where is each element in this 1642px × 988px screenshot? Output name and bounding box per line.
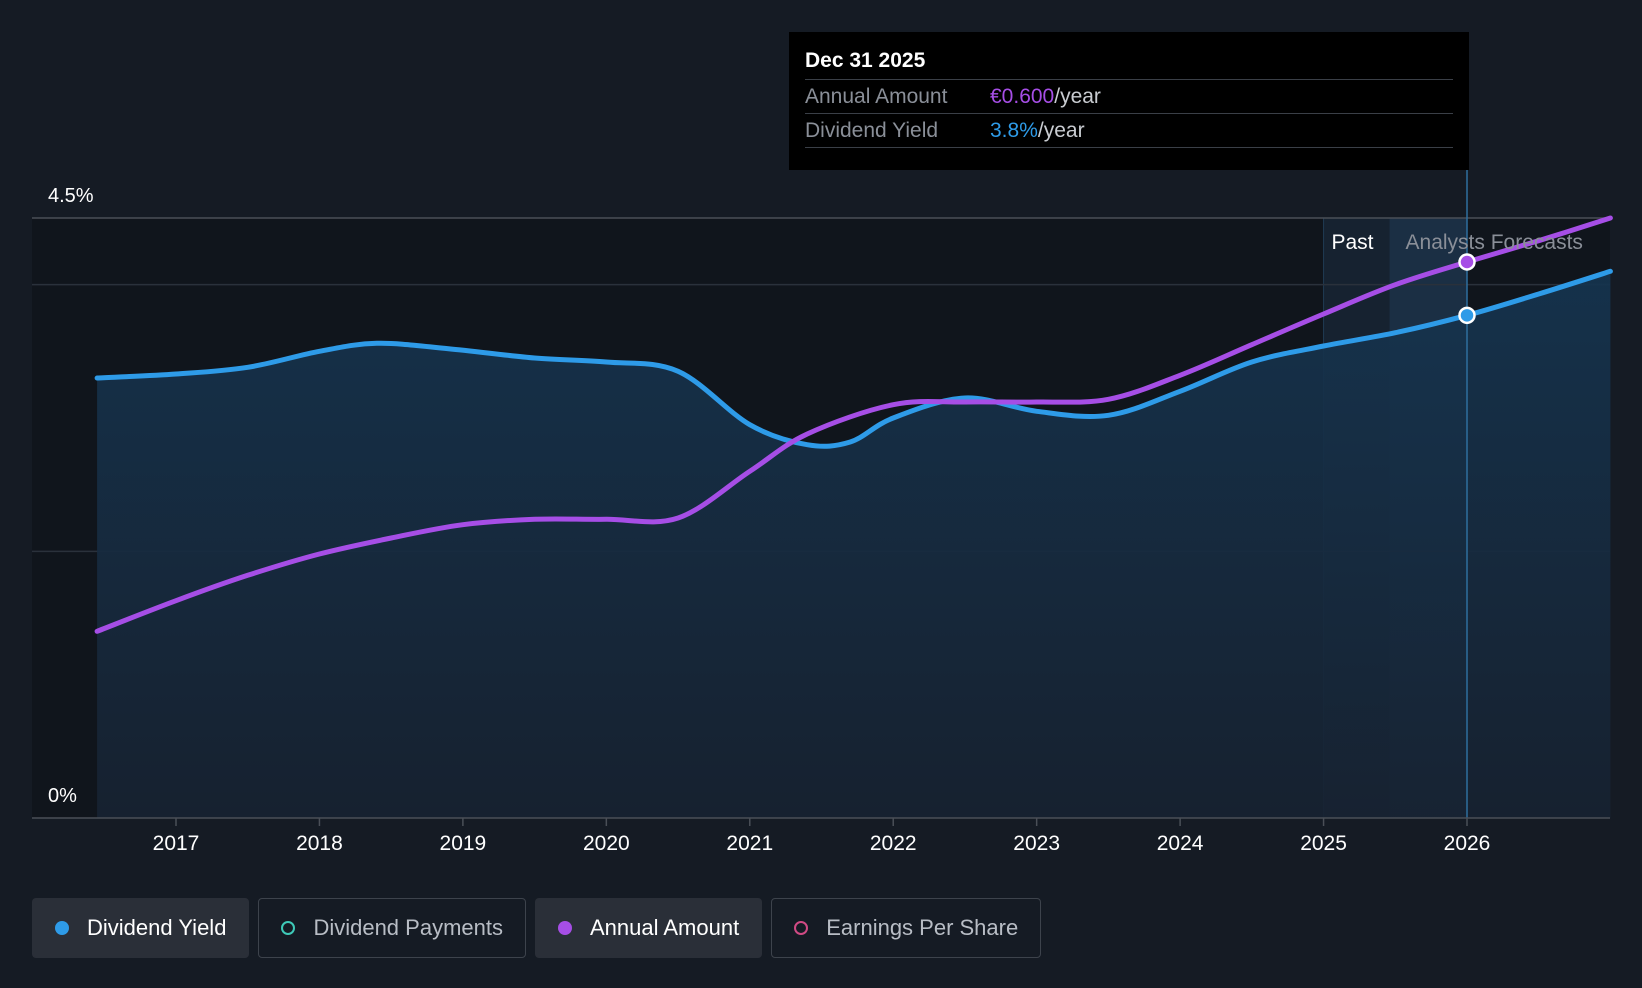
- x-tick-label: 2021: [726, 832, 773, 855]
- legend-label: Earnings Per Share: [826, 915, 1019, 940]
- ring-icon: [794, 921, 809, 935]
- legend-item-dividend-payments[interactable]: Dividend Payments: [258, 898, 526, 958]
- dot-icon: [557, 921, 572, 935]
- x-tick-label: 2024: [1157, 832, 1204, 855]
- past-label: Past: [1332, 231, 1374, 254]
- tooltip-label: Annual Amount: [805, 85, 948, 108]
- tooltip-date: Dec 31 2025: [805, 46, 1453, 80]
- x-tick-label: 2022: [870, 832, 917, 855]
- tooltip-row-annual-amount: Annual Amount €0.600 /year: [805, 80, 1453, 114]
- tooltip-row-dividend-yield: Dividend Yield 3.8% /year: [805, 114, 1453, 148]
- x-tick-label: 2017: [153, 832, 200, 855]
- dividend-yield-line: [94, 268, 1613, 449]
- x-tick-label: 2025: [1300, 832, 1347, 855]
- legend-label: Annual Amount: [589, 915, 740, 940]
- x-tick-label: 2019: [440, 832, 487, 855]
- legend-item-dividend-yield[interactable]: Dividend Yield: [32, 898, 250, 958]
- legend-item-earnings-per-share[interactable]: Earnings Per Share: [771, 898, 1042, 958]
- annual-amount-line: [94, 215, 1613, 634]
- tooltip-unit: /year: [1037, 119, 1085, 142]
- tooltip-label: Dividend Yield: [805, 119, 939, 142]
- y-axis-label: 0%: [48, 785, 77, 807]
- x-tick-label: 2018: [296, 832, 343, 855]
- tooltip: Dec 31 2025 Annual Amount €0.600 /year D…: [789, 32, 1469, 170]
- tooltip-value: €0.600: [990, 85, 1055, 108]
- cursor-point-dividend-yield: [1458, 306, 1476, 325]
- legend-label: Dividend Payments: [313, 915, 503, 940]
- tooltip-unit: /year: [1054, 85, 1101, 108]
- x-tick-label: 2023: [1013, 832, 1060, 855]
- forecast-label: Analysts Forecasts: [1406, 231, 1583, 254]
- dot-icon: [55, 921, 69, 935]
- legend-item-annual-amount[interactable]: Annual Amount: [534, 898, 763, 958]
- y-axis-label: 4.5%: [48, 185, 94, 207]
- cursor-point-annual-amount: [1458, 253, 1476, 271]
- x-tick-label: 2026: [1444, 832, 1491, 855]
- x-tick-label: 2020: [583, 832, 630, 855]
- ring-icon: [281, 921, 296, 935]
- legend: Dividend Yield Dividend Payments Annual …: [32, 898, 1042, 958]
- legend-label: Dividend Yield: [87, 915, 227, 940]
- tooltip-value: 3.8%: [990, 119, 1038, 142]
- dividend-yield-area: [97, 271, 1611, 818]
